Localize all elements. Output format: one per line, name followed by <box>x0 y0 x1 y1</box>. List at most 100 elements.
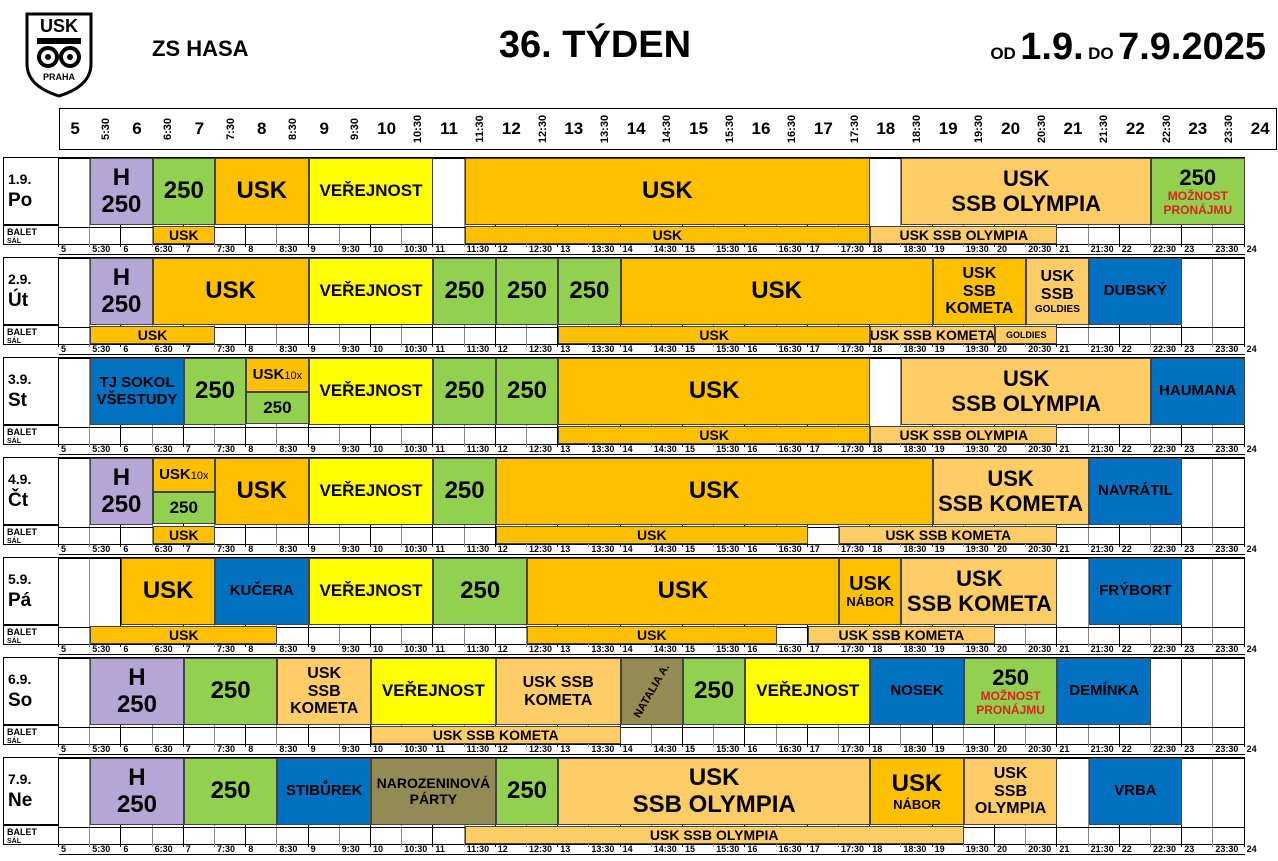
block-line: VEŘEJNOST <box>320 581 423 601</box>
schedule-block[interactable]: VRBA <box>1088 758 1183 825</box>
balet-sal-block[interactable]: USK SSB OLYMPIA <box>464 826 964 844</box>
time-label: 21 <box>1059 644 1070 654</box>
schedule-block[interactable]: H 250 <box>90 658 184 725</box>
schedule-block[interactable]: USK <box>215 458 309 525</box>
balet-sal-block[interactable]: USK <box>558 426 871 444</box>
schedule-block[interactable]: KUČERA <box>215 558 309 625</box>
balet-sal-block[interactable]: USK <box>527 626 777 644</box>
range-od: OD <box>990 44 1016 63</box>
schedule-block[interactable]: USK <box>121 558 215 625</box>
balet-sal-block[interactable]: USK SSB KOMETA <box>870 326 995 344</box>
schedule-block[interactable]: USK <box>495 458 933 525</box>
schedule-block[interactable]: 250 <box>183 358 247 425</box>
block-line-text: VEŘEJNOST <box>381 681 485 701</box>
block-line-text: H <box>128 664 146 692</box>
time-label: 5:30 <box>92 844 111 854</box>
schedule-block[interactable]: 250 <box>152 492 215 524</box>
balet-sal-block[interactable]: USK <box>90 326 215 344</box>
schedule-block[interactable]: USK NÁBOR <box>839 558 902 625</box>
time-label: 24 <box>1246 644 1257 654</box>
balet-sal-block[interactable]: USK SSB KOMETA <box>839 526 1058 544</box>
schedule-block[interactable]: USK10x <box>152 458 215 492</box>
schedule-block[interactable]: USK SSB KOMETA <box>932 458 1089 525</box>
balet-sal-block[interactable]: USK <box>152 226 215 244</box>
schedule-block[interactable]: NAROZENINOVÁ PÁRTY <box>371 758 496 825</box>
schedule-block[interactable]: TJ SOKOL VŠESTUDY <box>90 358 184 425</box>
schedule-block[interactable]: 250 <box>433 558 527 625</box>
block-line-text: 250 <box>194 377 236 405</box>
schedule-block[interactable]: 250 MOŽNOST PRONÁJMU <box>963 658 1058 725</box>
schedule-block[interactable]: USK NÁBOR <box>870 758 964 825</box>
schedule-block[interactable]: 250 <box>495 358 559 425</box>
schedule-block[interactable]: 250 <box>183 658 278 725</box>
schedule-block[interactable]: 250 MOŽNOST PRONÁJMU <box>1151 158 1245 225</box>
schedule-block[interactable]: USK <box>558 358 871 425</box>
schedule-block[interactable]: NATALIA A. <box>620 658 683 725</box>
schedule-block[interactable]: USK <box>527 558 839 625</box>
balet-sal-block[interactable]: USK SSB KOMETA <box>371 726 621 744</box>
schedule-block[interactable]: USK SSB OLYMPIA <box>558 758 871 825</box>
schedule-block[interactable]: USK <box>152 258 309 325</box>
block-line: KUČERA <box>230 583 294 600</box>
block-line: USK10x <box>159 466 208 484</box>
schedule-block[interactable]: VEŘEJNOST <box>371 658 496 725</box>
schedule-block[interactable]: USK <box>620 258 933 325</box>
schedule-block[interactable]: FRÝBORT <box>1088 558 1183 625</box>
schedule-block[interactable]: USK SSB KOMETA <box>495 658 621 725</box>
schedule-block[interactable]: 250 <box>433 358 496 425</box>
schedule-block[interactable]: DUBSKÝ <box>1088 258 1183 325</box>
schedule-block[interactable]: VEŘEJNOST <box>308 458 434 525</box>
balet-sal-block[interactable]: USK <box>464 226 871 244</box>
balet-sal-block[interactable]: USK SSB OLYMPIA <box>870 226 1058 244</box>
schedule-block[interactable]: USK <box>215 158 309 225</box>
balet-sal-block[interactable]: GOLDIES <box>995 326 1058 344</box>
schedule-block[interactable]: H 250 <box>90 758 184 825</box>
schedule-block[interactable]: 250 <box>152 158 215 225</box>
time-label: 17:30 <box>841 744 865 754</box>
schedule-block[interactable]: USK SSB GOLDIES <box>1026 258 1089 325</box>
schedule-block[interactable]: 250 <box>433 458 496 525</box>
block-line: USK <box>975 765 1046 783</box>
schedule-block[interactable]: USK SSB OLYMPIA <box>901 358 1151 425</box>
schedule-block[interactable]: VEŘEJNOST <box>308 358 434 425</box>
time-label: 22 <box>1121 744 1132 754</box>
schedule-block[interactable]: VEŘEJNOST <box>308 558 434 625</box>
schedule-block[interactable]: VEŘEJNOST <box>308 158 434 225</box>
schedule-block[interactable]: STIBŮREK <box>277 758 371 825</box>
time-label: 9:30 <box>341 244 360 254</box>
schedule-block[interactable]: DEMÍNKA <box>1057 658 1151 725</box>
schedule-block[interactable]: HAUMANA <box>1151 358 1245 425</box>
schedule-block[interactable]: VEŘEJNOST <box>745 658 871 725</box>
schedule-block[interactable]: 250 <box>495 258 559 325</box>
schedule-block[interactable]: H 250 <box>90 158 153 225</box>
day-date: 6.9. <box>8 671 32 687</box>
balet-sal-block[interactable]: USK <box>152 526 215 544</box>
schedule-block[interactable]: VEŘEJNOST <box>308 258 434 325</box>
block-line-text: PÁRTY <box>409 790 458 807</box>
schedule-block[interactable]: USK SSB OLYMPIA <box>963 758 1058 825</box>
schedule-block[interactable]: USK SSB KOMETA <box>277 658 371 725</box>
schedule-block[interactable]: H 250 <box>90 258 153 325</box>
schedule-block[interactable]: 250 <box>683 658 746 725</box>
schedule-block[interactable]: H 250 <box>90 458 153 525</box>
schedule-block[interactable]: USK10x <box>246 358 309 392</box>
schedule-block[interactable]: USK <box>464 158 871 225</box>
schedule-block[interactable]: 250 <box>433 258 496 325</box>
time-label: 10 <box>373 744 384 754</box>
balet-sal-block[interactable]: USK SSB KOMETA <box>807 626 995 644</box>
balet-sal-block[interactable]: USK SSB OLYMPIA <box>870 426 1058 444</box>
schedule-block[interactable]: 250 <box>558 258 621 325</box>
schedule-block[interactable]: 250 <box>495 758 559 825</box>
balet-sal-block[interactable]: USK <box>90 626 278 644</box>
balet-sal-block[interactable]: USK <box>495 526 808 544</box>
schedule-block[interactable]: 250 <box>246 392 309 424</box>
schedule-block[interactable]: USK SSB KOMETA <box>932 258 1027 325</box>
schedule-block[interactable]: USK SSB KOMETA <box>901 558 1058 625</box>
balet-sal-block[interactable]: USK <box>558 326 871 344</box>
schedule-block[interactable]: NAVRÁTIL <box>1088 458 1183 525</box>
time-strip <box>59 245 1245 255</box>
time-label: 6 <box>123 344 129 354</box>
schedule-block[interactable]: NOSEK <box>870 658 964 725</box>
schedule-block[interactable]: USK SSB OLYMPIA <box>901 158 1151 225</box>
schedule-block[interactable]: 250 <box>183 758 278 825</box>
